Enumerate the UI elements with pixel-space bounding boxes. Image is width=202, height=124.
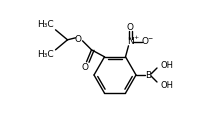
Text: O: O — [141, 37, 148, 46]
Text: OH: OH — [160, 61, 173, 69]
Text: H₃C: H₃C — [37, 50, 54, 59]
Text: O: O — [82, 63, 88, 72]
Text: B: B — [144, 71, 150, 79]
Text: H₃C: H₃C — [37, 20, 54, 29]
Text: O: O — [126, 23, 133, 32]
Text: −: − — [147, 35, 152, 40]
Text: +: + — [132, 35, 137, 40]
Text: OH: OH — [160, 80, 173, 90]
Text: O: O — [75, 35, 82, 44]
Text: N: N — [126, 37, 133, 46]
